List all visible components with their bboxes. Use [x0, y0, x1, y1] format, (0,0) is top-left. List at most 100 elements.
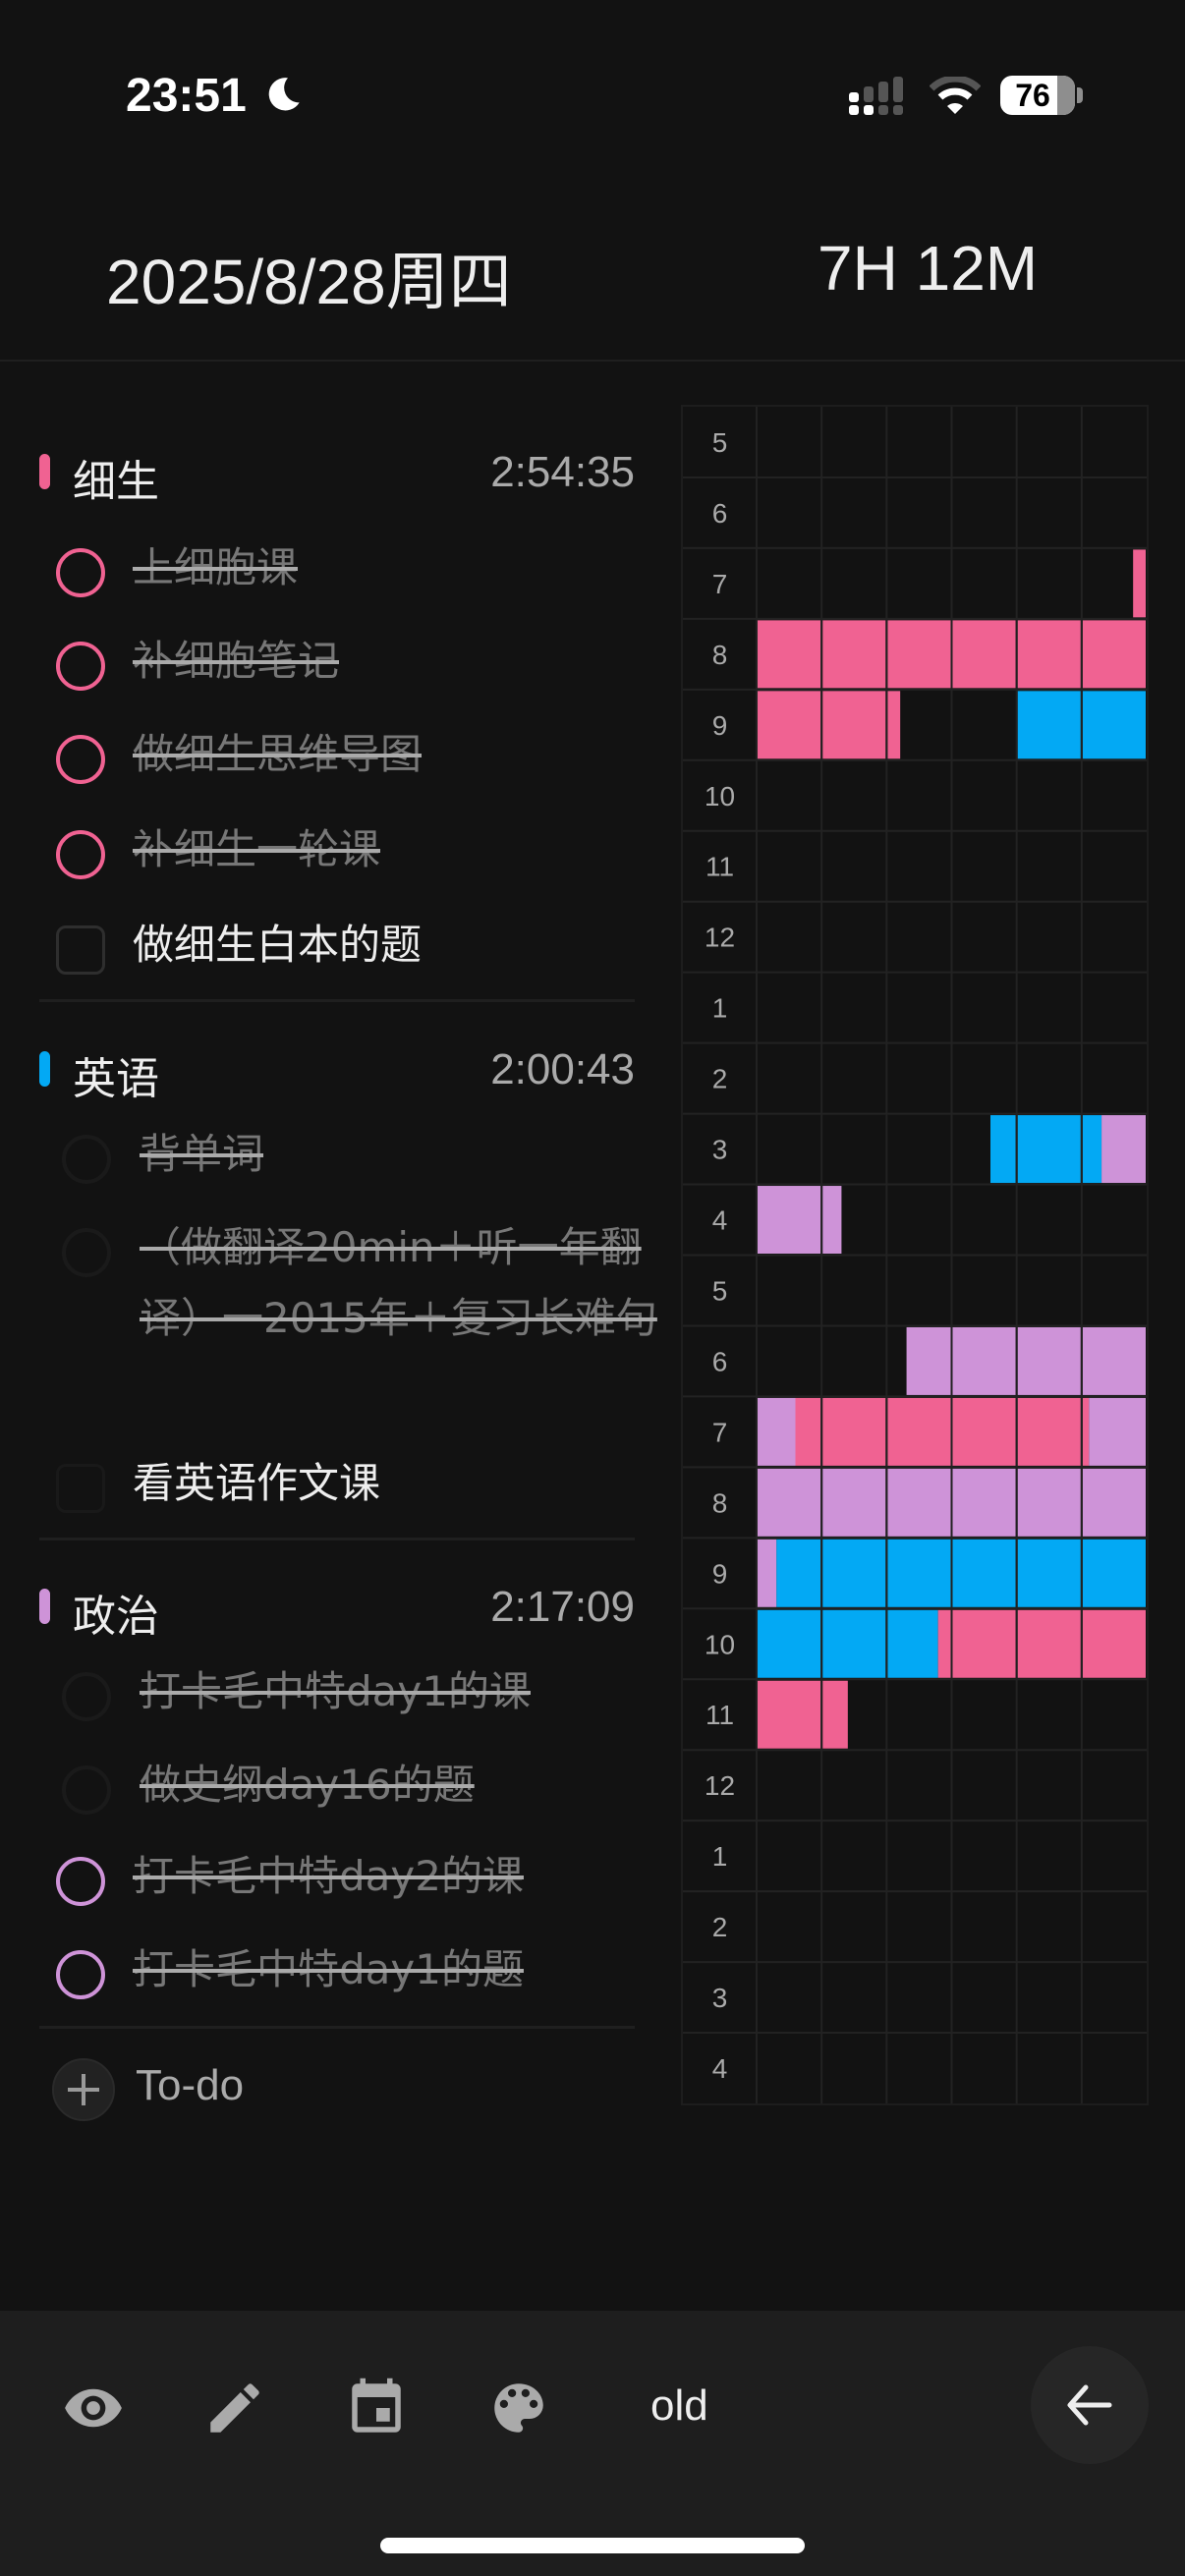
time-block[interactable] — [1082, 1326, 1146, 1395]
hour-label: 12 — [705, 1770, 735, 1801]
hour-label: 11 — [705, 1700, 734, 1730]
time-block[interactable] — [758, 1539, 777, 1607]
calendar-icon[interactable] — [344, 2376, 409, 2440]
time-block[interactable] — [1082, 1609, 1146, 1678]
time-block[interactable] — [1082, 1115, 1102, 1184]
time-block[interactable] — [1017, 1326, 1081, 1395]
task-checkbox[interactable] — [56, 1857, 105, 1906]
time-block[interactable] — [952, 1397, 1016, 1466]
time-block[interactable] — [1082, 620, 1146, 689]
task-checkbox[interactable] — [56, 1950, 105, 1999]
time-block[interactable] — [1017, 620, 1081, 689]
time-block[interactable] — [887, 620, 951, 689]
back-button[interactable] — [1031, 2346, 1149, 2464]
battery-level: 76 — [1015, 78, 1050, 113]
time-block[interactable] — [1017, 1115, 1081, 1184]
time-block[interactable] — [1101, 1115, 1146, 1184]
time-block[interactable] — [758, 1186, 821, 1254]
time-block[interactable] — [1017, 691, 1081, 759]
time-block[interactable] — [1017, 1539, 1081, 1607]
time-block[interactable] — [758, 1468, 821, 1537]
add-todo-label[interactable]: To-do — [136, 2061, 245, 2109]
home-indicator[interactable] — [380, 2538, 805, 2553]
time-block[interactable] — [822, 1539, 886, 1607]
time-block[interactable] — [906, 1326, 951, 1395]
time-block[interactable] — [937, 1609, 951, 1678]
time-block[interactable] — [1017, 1468, 1081, 1537]
time-block[interactable] — [1082, 1468, 1146, 1537]
section-time: 2:54:35 — [490, 448, 635, 496]
time-block[interactable] — [952, 1609, 1016, 1678]
time-block[interactable] — [887, 691, 901, 759]
time-block[interactable] — [822, 1468, 886, 1537]
task-checkbox[interactable] — [56, 830, 105, 879]
time-block[interactable] — [952, 1326, 1016, 1395]
time-block[interactable] — [822, 620, 886, 689]
hour-label: 2 — [712, 1912, 728, 1942]
time-block[interactable] — [952, 1468, 1016, 1537]
time-block[interactable] — [1082, 691, 1146, 759]
time-block[interactable] — [990, 1115, 1016, 1184]
arrow-left-icon — [1067, 2384, 1112, 2426]
time-block[interactable] — [1133, 549, 1146, 618]
section-header[interactable]: 英语 2:00:43 — [39, 1039, 635, 1104]
task-checkbox[interactable] — [62, 1672, 111, 1721]
time-block[interactable] — [795, 1397, 821, 1466]
time-block[interactable] — [822, 1609, 886, 1678]
time-block[interactable] — [776, 1539, 821, 1607]
task-text: 上细胞课 — [133, 543, 299, 591]
section-color-bar — [39, 454, 50, 489]
eye-icon[interactable] — [61, 2376, 126, 2440]
task-checkbox[interactable] — [56, 735, 105, 784]
section-color-bar — [39, 1051, 50, 1087]
header-divider — [0, 360, 1185, 362]
hour-label: 6 — [712, 1346, 728, 1376]
hour-label: 4 — [712, 2053, 728, 2084]
hour-label: 1 — [712, 993, 728, 1024]
hour-label: 7 — [712, 569, 728, 599]
time-block[interactable] — [952, 1539, 1016, 1607]
task-checkbox[interactable] — [62, 1135, 111, 1184]
pencil-icon[interactable] — [202, 2376, 267, 2440]
time-block[interactable] — [887, 1468, 951, 1537]
section-header[interactable]: 细生 2:54:35 — [39, 442, 635, 507]
time-block[interactable] — [758, 620, 821, 689]
time-block[interactable] — [758, 1397, 796, 1466]
section-divider — [39, 2026, 635, 2029]
task-checkbox[interactable] — [62, 1228, 111, 1277]
time-block[interactable] — [952, 620, 1016, 689]
old-button[interactable]: old — [650, 2381, 708, 2430]
time-block[interactable] — [758, 1680, 821, 1749]
section-header[interactable]: 政治 2:17:09 — [39, 1577, 635, 1642]
time-block[interactable] — [887, 1609, 938, 1678]
task-text: 打卡毛中特day2的课 — [133, 1852, 524, 1900]
time-block[interactable] — [822, 1186, 842, 1254]
task-text: （做翻译20min＋听一年翻译）一2015年＋复习长难句 — [140, 1223, 657, 1342]
time-block[interactable] — [1017, 1397, 1081, 1466]
section-time: 2:00:43 — [490, 1045, 635, 1093]
task-checkbox[interactable] — [56, 548, 105, 597]
time-block[interactable] — [887, 1397, 951, 1466]
time-block[interactable] — [887, 1539, 951, 1607]
task-checkbox[interactable] — [56, 642, 105, 691]
time-block[interactable] — [758, 691, 821, 759]
section-divider — [39, 1538, 635, 1540]
add-todo-button[interactable] — [52, 2058, 115, 2121]
task-checkbox[interactable] — [56, 925, 105, 975]
palette-icon[interactable] — [486, 2376, 551, 2440]
hour-label: 11 — [705, 852, 734, 882]
section-name: 英语 — [73, 1054, 159, 1104]
time-block[interactable] — [822, 1680, 848, 1749]
time-block[interactable] — [758, 1609, 821, 1678]
date-title[interactable]: 2025/8/28周四 — [106, 247, 512, 317]
battery-tip — [1077, 87, 1083, 103]
task-checkbox[interactable] — [56, 1464, 105, 1513]
time-block[interactable] — [822, 1397, 886, 1466]
time-block[interactable] — [1017, 1609, 1081, 1678]
time-block[interactable] — [1082, 1397, 1090, 1466]
time-block[interactable] — [1082, 1539, 1146, 1607]
task-checkbox[interactable] — [62, 1765, 111, 1815]
hour-label: 3 — [712, 1983, 728, 2013]
time-block[interactable] — [1089, 1397, 1146, 1466]
time-block[interactable] — [822, 691, 886, 759]
